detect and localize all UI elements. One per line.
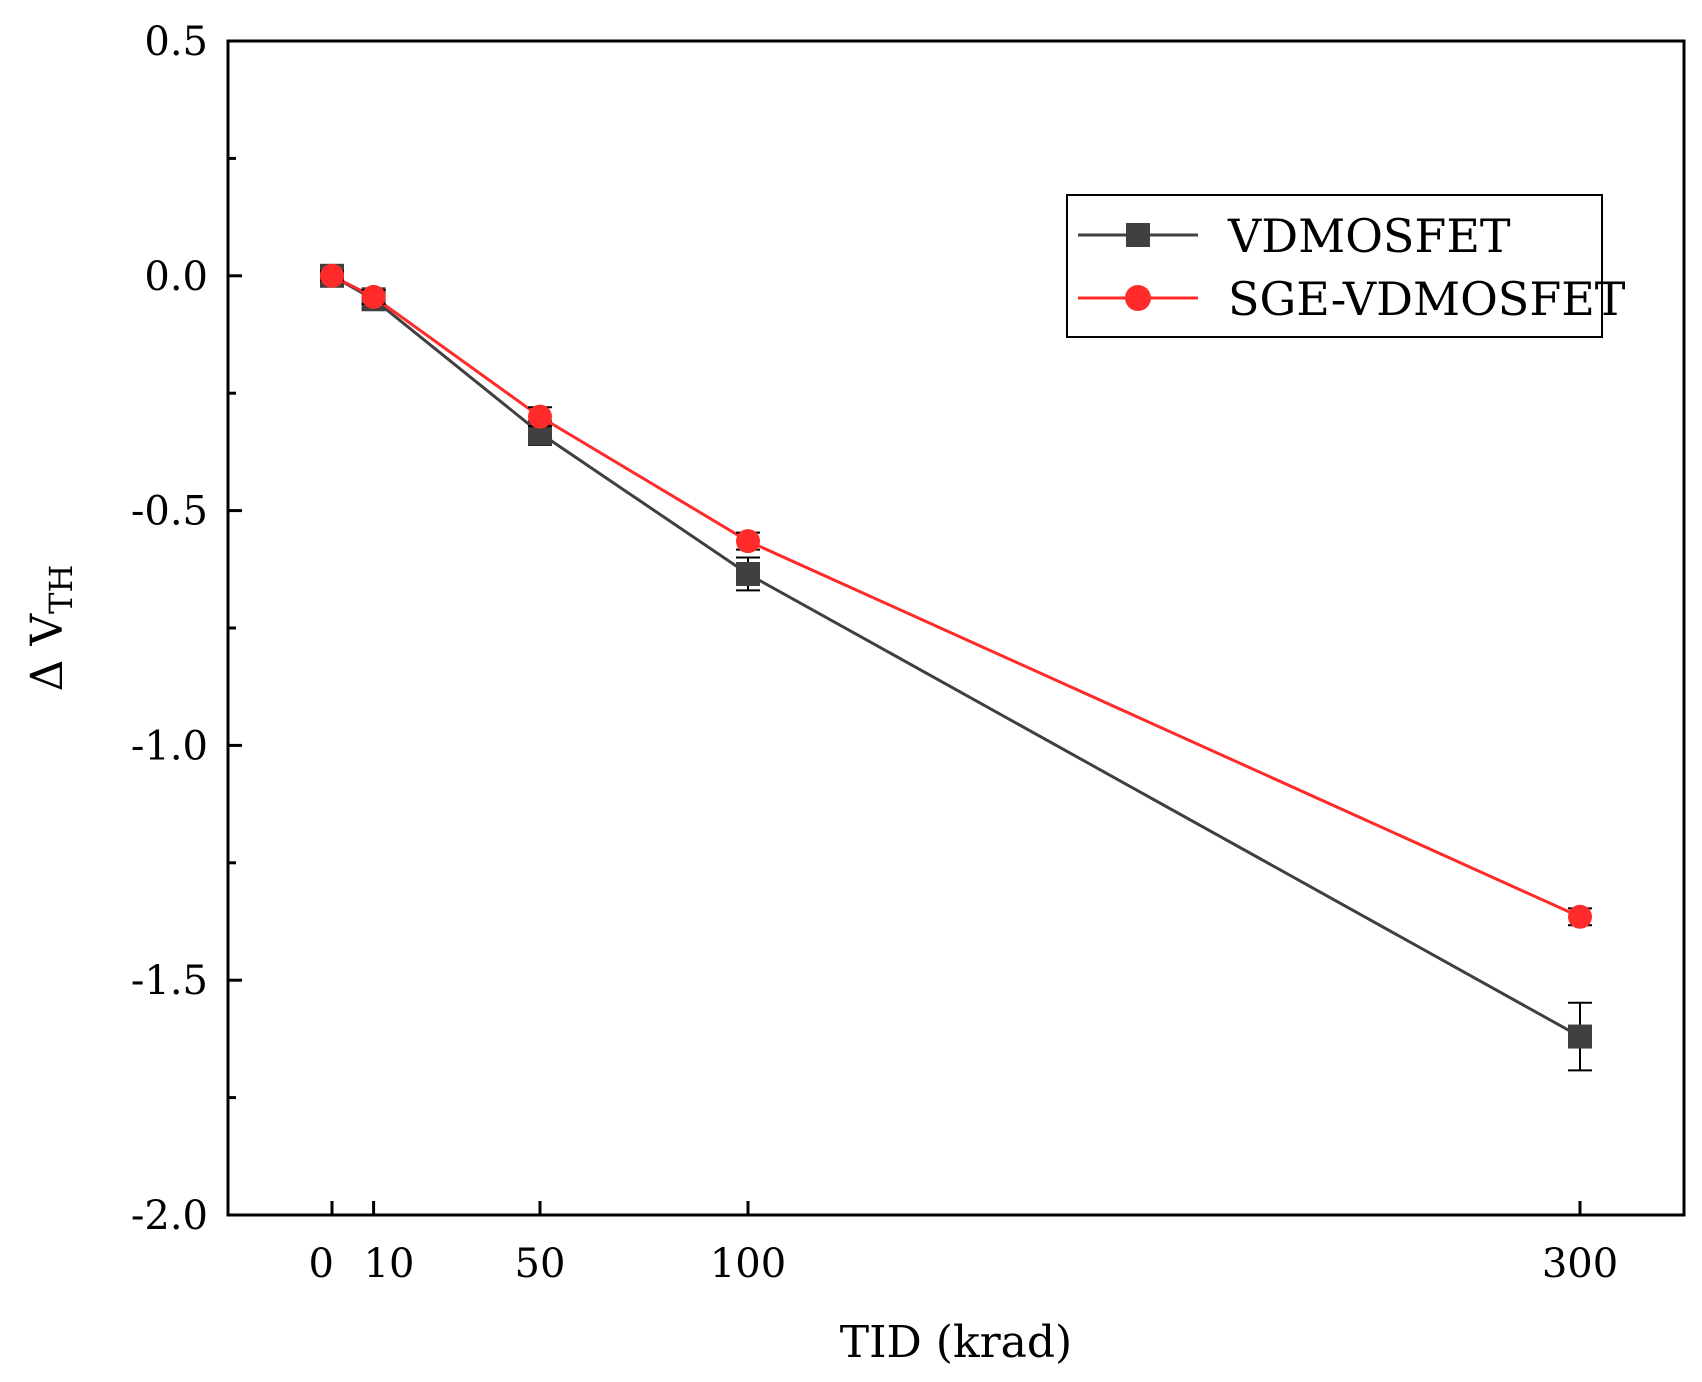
legend-label-vdmosfet: VDMOSFET <box>1227 209 1511 263</box>
data-point <box>528 404 552 429</box>
data-point <box>736 561 760 586</box>
legend-box <box>1066 194 1603 338</box>
data-point <box>1568 1024 1592 1049</box>
series-line <box>331 274 1581 1038</box>
data-point <box>320 263 344 288</box>
y-axis-title: Δ VTH <box>22 565 80 692</box>
series-line <box>331 274 1581 919</box>
y-tick-label: -2.0 <box>131 1193 208 1239</box>
data-point <box>361 284 386 309</box>
x-tick-label: 10 <box>364 1241 415 1287</box>
legend: VDMOSFET SGE-VDMOSFET <box>1066 194 1626 338</box>
data-point <box>736 529 760 554</box>
svg-text:Δ VTH: Δ VTH <box>22 565 80 692</box>
series-vdmosfet <box>320 263 1592 1072</box>
x-tick-label: 0 <box>309 1241 334 1287</box>
series-layer <box>320 263 1592 1072</box>
x-tick-label: 300 <box>1542 1241 1618 1287</box>
y-tick-label: -0.5 <box>131 489 208 535</box>
x-tick-label: 100 <box>710 1241 786 1287</box>
legend-label-sge-vdmosfet: SGE-VDMOSFET <box>1228 272 1626 326</box>
x-tick-label: 50 <box>515 1241 566 1287</box>
y-axis-title-sub: TH <box>42 565 80 614</box>
legend-marker-vdmosfet <box>1126 223 1150 247</box>
x-axis: 0 10 50 100 300 <box>309 1201 1618 1287</box>
y-tick-label: 0.0 <box>144 254 208 300</box>
y-axis-title-main: Δ V <box>22 613 73 692</box>
legend-marker-sge-vdmosfet <box>1125 285 1151 311</box>
data-point <box>1568 904 1592 929</box>
series-sge-vdmosfet <box>320 263 1592 929</box>
y-tick-label: -1.5 <box>131 958 208 1004</box>
y-axis: 0.5 0.0 -0.5 -1.0 -1.5 -2.0 <box>131 19 242 1239</box>
y-tick-label: 0.5 <box>144 19 208 65</box>
y-tick-label: -1.0 <box>131 723 208 769</box>
x-axis-title: TID (krad) <box>840 1317 1072 1368</box>
